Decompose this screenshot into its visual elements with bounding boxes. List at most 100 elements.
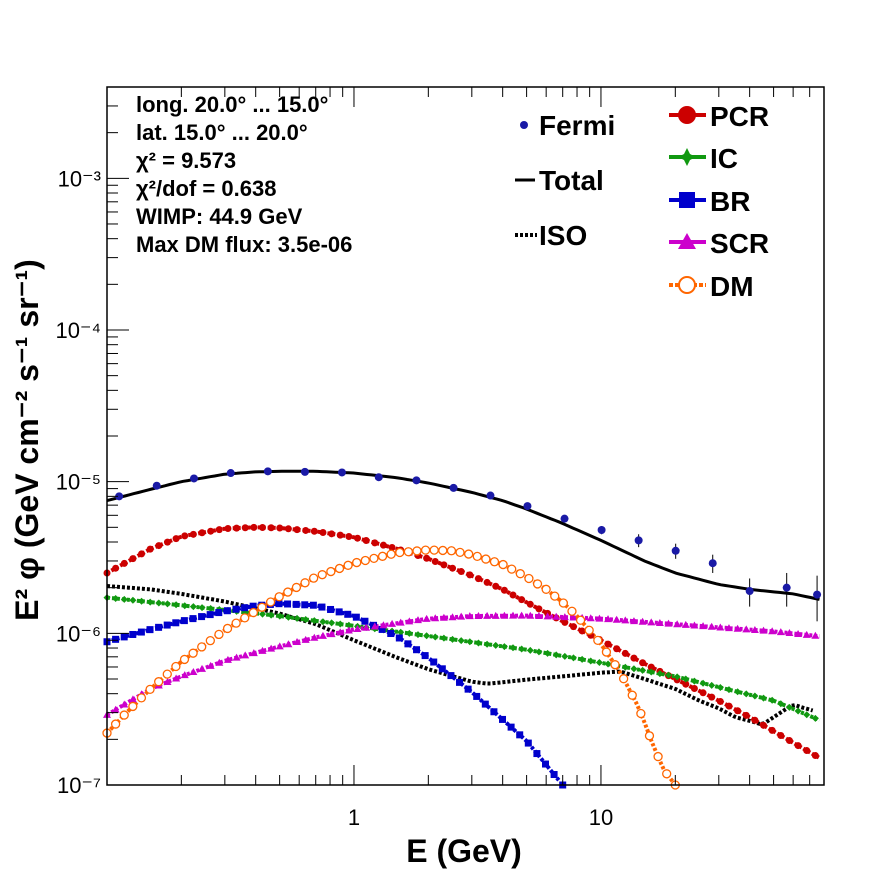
pcr-marker (811, 752, 819, 760)
ic-marker (474, 639, 482, 647)
dm-marker (438, 545, 448, 556)
dm-marker (593, 635, 603, 646)
br-marker (404, 640, 412, 648)
pcr-marker (682, 680, 690, 688)
ic-marker (682, 675, 690, 683)
scr-marker (232, 653, 241, 661)
fermi-point (634, 536, 643, 545)
pcr-marker (621, 649, 629, 657)
ic-marker (656, 670, 664, 678)
fermi-point (813, 590, 822, 599)
dm-marker (222, 623, 233, 634)
br-marker (275, 600, 283, 608)
info-chi2-dof: χ²/dof = 0.638 (136, 176, 276, 201)
ic-marker (716, 684, 724, 692)
pcr-marker (138, 550, 146, 558)
pcr-marker (189, 530, 197, 538)
fermi-point (708, 559, 717, 568)
dm-marker (128, 701, 138, 712)
legend-fermi-label: Fermi (539, 110, 615, 141)
ic-marker (319, 618, 327, 626)
pcr-marker (310, 527, 318, 535)
scr-marker (586, 614, 595, 622)
scr-marker (388, 619, 397, 627)
pcr-marker (509, 591, 517, 599)
scr-marker (707, 622, 716, 630)
legend-ic-label: IC (710, 143, 738, 174)
scr-marker (128, 695, 137, 703)
dm-marker (188, 648, 198, 658)
scr-marker (647, 618, 656, 626)
pcr-marker (354, 534, 362, 542)
pcr-marker (751, 716, 759, 724)
pcr-marker (457, 568, 465, 576)
info-wimp-mass: WIMP: 44.9 GeV (136, 204, 303, 229)
dm-marker (145, 684, 155, 695)
br-marker (335, 608, 343, 616)
scr-marker (474, 611, 483, 619)
ic-marker (423, 632, 431, 640)
dm-marker (507, 564, 517, 574)
info-box: long. 20.0° ... 15.0° lat. 15.0° ... 20.… (136, 92, 352, 257)
scr-marker (768, 627, 777, 635)
dm-marker (171, 661, 181, 672)
fermi-point (449, 483, 458, 492)
pcr-marker (336, 531, 344, 539)
ic-marker (328, 619, 336, 627)
pcr-marker (449, 564, 457, 572)
dm-marker (446, 546, 457, 556)
dm-marker (274, 592, 284, 602)
scr-marker (604, 615, 613, 623)
scr-marker (301, 635, 310, 643)
dm-marker (455, 547, 465, 558)
br-marker (249, 602, 257, 610)
dm-marker (429, 545, 439, 555)
info-max-dm-flux: Max DM flux: 3.5e-06 (136, 232, 352, 257)
pcr-marker (518, 596, 526, 604)
br-marker (180, 617, 188, 625)
scr-marker (759, 626, 768, 634)
pcr-marker (379, 541, 387, 549)
dm-marker (214, 629, 224, 640)
dm-marker (515, 569, 525, 579)
dm-marker (248, 607, 259, 618)
ic-marker (630, 665, 638, 673)
dm-marker (369, 553, 379, 564)
br-marker (464, 685, 472, 693)
pcr-marker (172, 535, 180, 543)
ic-marker (466, 638, 474, 646)
scr-marker (111, 705, 120, 713)
br-marker (215, 609, 223, 617)
info-latitude: lat. 15.0° ... 20.0° (136, 120, 308, 145)
scr-marker (509, 611, 518, 619)
pcr-marker (431, 557, 439, 565)
scr-marker (716, 623, 725, 631)
ic-marker (595, 658, 603, 666)
legend-total-label: Total (539, 165, 604, 196)
dm-marker (567, 606, 577, 616)
scr-marker (267, 644, 276, 652)
legend-iso-label: ISO (539, 220, 587, 251)
br-marker (292, 600, 300, 608)
br-marker (430, 658, 438, 666)
dm-marker (179, 654, 190, 665)
br-marker (155, 623, 163, 631)
pcr-marker (112, 564, 120, 572)
scr-marker (742, 625, 751, 633)
pcr-marker (258, 524, 266, 532)
legend-br-label: BR (710, 186, 750, 217)
pcr-marker (155, 542, 163, 550)
ic-marker (198, 604, 206, 612)
scr-marker (413, 616, 422, 624)
scr-marker (310, 633, 319, 641)
scr-marker (664, 619, 673, 627)
ic-marker (310, 617, 318, 625)
y-axis-label: E² φ (GeV cm⁻² s⁻¹ sr⁻¹) (9, 259, 45, 621)
ic-marker (526, 646, 534, 654)
dm-marker (205, 636, 215, 646)
fermi-point (560, 514, 569, 523)
pcr-marker (233, 524, 241, 532)
ic-marker (604, 660, 612, 668)
scr-marker (465, 612, 474, 620)
